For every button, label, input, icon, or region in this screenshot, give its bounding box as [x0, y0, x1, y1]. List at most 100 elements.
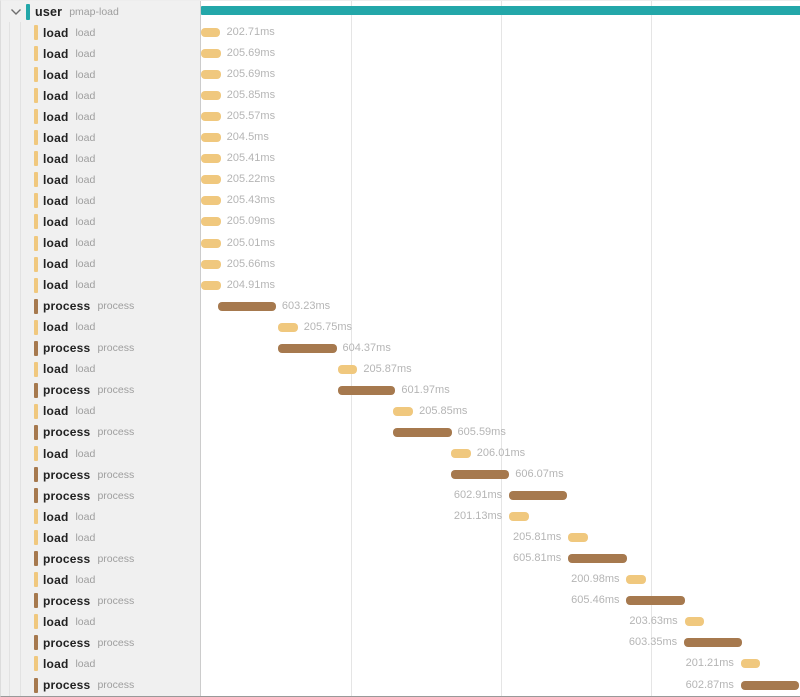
span-row-4[interactable]: load load 205.85ms — [1, 85, 800, 107]
span-row-10[interactable]: load load 205.09ms — [1, 211, 800, 233]
span-row-17[interactable]: load load 205.87ms — [1, 358, 800, 380]
span-row-30[interactable]: process process 603.35ms — [1, 632, 800, 654]
span-duration-bar[interactable] — [337, 364, 358, 374]
span-duration-bar[interactable] — [201, 259, 221, 269]
span-duration-bar[interactable] — [509, 491, 568, 501]
span-duration-bar[interactable] — [451, 448, 471, 458]
span-timeline-cell: 205.66ms — [201, 254, 800, 275]
span-duration-bar[interactable] — [217, 301, 276, 311]
span-row-1[interactable]: load load 202.71ms — [1, 22, 800, 44]
span-row-sidebar: load load — [1, 253, 201, 275]
span-row-16[interactable]: process process 604.37ms — [1, 337, 800, 359]
span-row-3[interactable]: load load 205.69ms — [1, 64, 800, 86]
span-timeline-cell: 205.85ms — [201, 401, 800, 422]
span-duration-bar[interactable] — [277, 322, 298, 332]
span-duration-bar[interactable] — [201, 238, 221, 248]
span-duration-bar[interactable] — [201, 91, 221, 101]
span-row-23[interactable]: process process 602.91ms — [1, 485, 800, 507]
span-timeline-cell: 605.81ms — [201, 548, 800, 569]
operation-name: load — [75, 173, 96, 186]
span-row-25[interactable]: load load 205.81ms — [1, 527, 800, 549]
span-row-sidebar: load load — [1, 190, 201, 212]
span-row-12[interactable]: load load 205.66ms — [1, 253, 800, 275]
span-row-15[interactable]: load load 205.75ms — [1, 316, 800, 338]
span-duration-bar[interactable] — [393, 427, 452, 437]
span-color-accent — [34, 235, 38, 251]
span-duration-bar[interactable] — [201, 154, 221, 164]
span-row-24[interactable]: load load 201.13ms — [1, 506, 800, 528]
span-duration-bar[interactable] — [201, 112, 221, 122]
span-duration-bar[interactable] — [201, 28, 221, 38]
span-row-sidebar: load load — [1, 653, 201, 675]
span-row-28[interactable]: process process 605.46ms — [1, 590, 800, 612]
service-name: load — [43, 257, 69, 272]
span-row-sidebar: load load — [1, 527, 201, 549]
span-row-9[interactable]: load load 205.43ms — [1, 190, 800, 212]
span-row-19[interactable]: load load 205.85ms — [1, 400, 800, 422]
span-row-sidebar: load load — [1, 274, 201, 296]
span-row-2[interactable]: load load 205.69ms — [1, 43, 800, 65]
span-row-14[interactable]: process process 603.23ms — [1, 295, 800, 317]
span-duration-bar[interactable] — [393, 406, 414, 416]
span-row-7[interactable]: load load 205.41ms — [1, 148, 800, 170]
span-row-6[interactable]: load load 204.5ms — [1, 127, 800, 149]
span-timeline-cell: 205.09ms — [201, 211, 800, 232]
span-duration-bar[interactable] — [568, 533, 589, 543]
span-row-13[interactable]: load load 204.91ms — [1, 274, 800, 296]
span-row-11[interactable]: load load 205.01ms — [1, 232, 800, 254]
span-row-32[interactable]: process process 602.87ms — [1, 674, 800, 696]
span-duration-bar[interactable] — [201, 175, 221, 185]
span-duration-bar[interactable] — [201, 280, 221, 290]
span-color-accent — [34, 467, 38, 483]
span-duration-bar[interactable] — [278, 343, 337, 353]
span-row-sidebar: load load — [1, 169, 201, 191]
span-duration-bar[interactable] — [201, 133, 221, 143]
span-row-18[interactable]: process process 601.97ms — [1, 379, 800, 401]
span-duration-label: 205.57ms — [226, 110, 276, 123]
span-duration-bar[interactable] — [740, 680, 799, 690]
span-row-20[interactable]: process process 605.59ms — [1, 421, 800, 443]
operation-name: load — [75, 215, 96, 228]
span-row-sidebar: process process — [1, 674, 201, 696]
span-duration-bar[interactable] — [201, 196, 221, 206]
span-timeline-cell — [201, 1, 800, 22]
span-row-sidebar: load load — [1, 22, 201, 44]
span-duration-bar[interactable] — [684, 617, 705, 627]
service-name: load — [43, 656, 69, 671]
chevron-down-icon[interactable] — [10, 8, 22, 16]
span-duration-label: 605.81ms — [513, 552, 562, 565]
span-timeline-cell: 605.59ms — [201, 422, 800, 443]
span-duration-bar[interactable] — [740, 659, 761, 669]
span-timeline-cell: 205.69ms — [201, 64, 800, 85]
operation-name: load — [75, 573, 96, 586]
span-duration-bar[interactable] — [201, 217, 221, 227]
span-row-root[interactable]: user pmap-load — [1, 1, 800, 23]
service-name: load — [43, 614, 69, 629]
span-row-sidebar: load load — [1, 85, 201, 107]
span-duration-bar[interactable] — [451, 470, 510, 480]
span-duration-bar[interactable] — [568, 554, 627, 564]
span-duration-bar[interactable] — [201, 70, 221, 80]
span-row-26[interactable]: process process 605.81ms — [1, 548, 800, 570]
root-span-bar[interactable] — [201, 6, 800, 15]
span-row-21[interactable]: load load 206.01ms — [1, 442, 800, 465]
span-duration-bar[interactable] — [626, 575, 646, 585]
span-row-sidebar: load load — [1, 442, 201, 465]
service-name: process — [43, 593, 91, 608]
span-row-31[interactable]: load load 201.21ms — [1, 653, 800, 675]
span-duration-bar[interactable] — [626, 596, 685, 606]
span-duration-bar[interactable] — [337, 385, 396, 395]
span-row-22[interactable]: process process 606.07ms — [1, 464, 800, 486]
span-row-29[interactable]: load load 203.63ms — [1, 611, 800, 633]
span-color-accent — [34, 214, 38, 230]
span-duration-bar[interactable] — [684, 638, 743, 648]
span-duration-label: 205.43ms — [226, 194, 276, 207]
span-row-8[interactable]: load load 205.22ms — [1, 169, 800, 191]
span-row-27[interactable]: load load 200.98ms — [1, 569, 800, 591]
span-row-sidebar: process process — [1, 295, 201, 317]
span-duration-bar[interactable] — [509, 512, 529, 522]
span-duration-bar[interactable] — [201, 49, 221, 59]
span-timeline-cell: 603.23ms — [201, 296, 800, 317]
span-row-5[interactable]: load load 205.57ms — [1, 106, 800, 128]
